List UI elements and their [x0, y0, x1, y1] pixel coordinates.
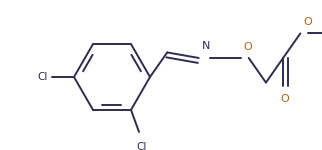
Text: Cl: Cl	[38, 72, 48, 82]
Text: N: N	[202, 41, 210, 51]
Text: O: O	[281, 94, 289, 104]
Text: O: O	[244, 42, 252, 52]
Text: Cl: Cl	[137, 142, 147, 150]
Text: O: O	[303, 17, 312, 27]
